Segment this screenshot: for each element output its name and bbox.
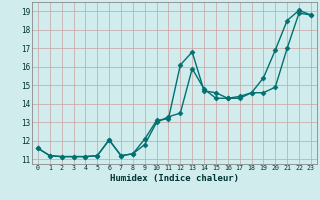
X-axis label: Humidex (Indice chaleur): Humidex (Indice chaleur): [110, 174, 239, 183]
